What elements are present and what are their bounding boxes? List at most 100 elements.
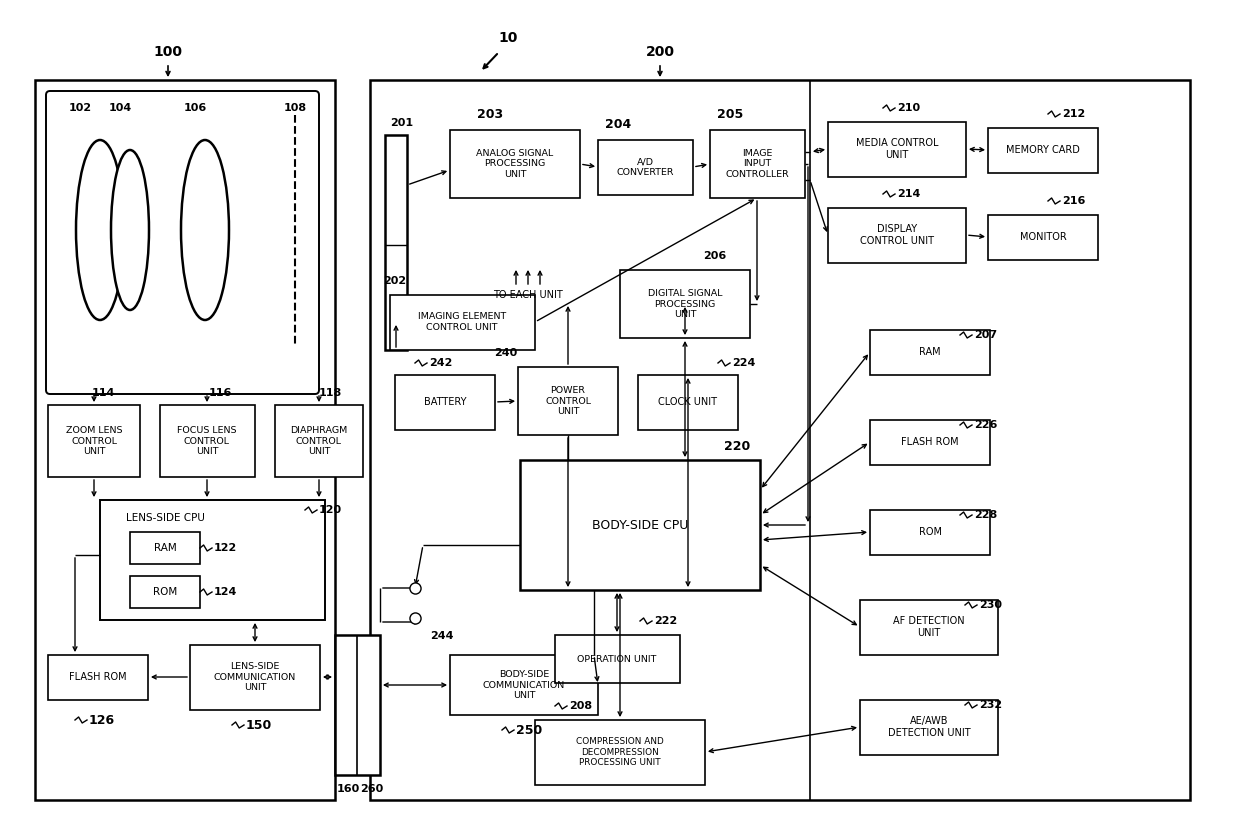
Text: 10: 10	[498, 31, 517, 45]
Text: 150: 150	[246, 718, 273, 732]
FancyBboxPatch shape	[48, 405, 140, 477]
FancyBboxPatch shape	[870, 420, 990, 465]
Text: 124: 124	[215, 587, 237, 597]
FancyBboxPatch shape	[190, 645, 320, 710]
Text: 244: 244	[430, 631, 454, 641]
Text: 208: 208	[569, 701, 593, 711]
FancyBboxPatch shape	[46, 91, 319, 394]
Text: IMAGE
INPUT
CONTROLLER: IMAGE INPUT CONTROLLER	[725, 149, 789, 178]
Text: 100: 100	[154, 45, 182, 59]
Text: RAM: RAM	[919, 347, 941, 357]
Text: 216: 216	[1061, 196, 1085, 206]
Text: POWER
CONTROL
UNIT: POWER CONTROL UNIT	[546, 386, 591, 416]
Text: DISPLAY
CONTROL UNIT: DISPLAY CONTROL UNIT	[861, 225, 934, 246]
FancyBboxPatch shape	[520, 460, 760, 590]
Text: 102: 102	[68, 103, 92, 113]
Text: 200: 200	[646, 45, 675, 59]
FancyBboxPatch shape	[639, 375, 738, 430]
FancyBboxPatch shape	[160, 405, 255, 477]
FancyBboxPatch shape	[534, 720, 706, 785]
FancyBboxPatch shape	[711, 130, 805, 198]
FancyBboxPatch shape	[35, 80, 335, 800]
Text: IMAGING ELEMENT
CONTROL UNIT: IMAGING ELEMENT CONTROL UNIT	[418, 313, 506, 332]
FancyBboxPatch shape	[370, 80, 1190, 800]
Text: DIGITAL SIGNAL
PROCESSING
UNIT: DIGITAL SIGNAL PROCESSING UNIT	[647, 289, 722, 319]
FancyBboxPatch shape	[48, 655, 148, 700]
Text: DIAPHRAGM
CONTROL
UNIT: DIAPHRAGM CONTROL UNIT	[290, 426, 347, 456]
FancyBboxPatch shape	[828, 208, 966, 263]
Text: ROM: ROM	[153, 587, 177, 597]
FancyBboxPatch shape	[518, 367, 618, 435]
Text: AE/AWB
DETECTION UNIT: AE/AWB DETECTION UNIT	[888, 716, 971, 737]
Text: 118: 118	[319, 388, 342, 398]
FancyBboxPatch shape	[396, 375, 495, 430]
Text: MEMORY CARD: MEMORY CARD	[1006, 145, 1080, 155]
Text: 205: 205	[717, 108, 743, 122]
Text: TO EACH UNIT: TO EACH UNIT	[494, 290, 563, 300]
Text: MEDIA CONTROL
UNIT: MEDIA CONTROL UNIT	[856, 138, 939, 160]
Text: CLOCK UNIT: CLOCK UNIT	[658, 397, 718, 407]
Text: ANALOG SIGNAL
PROCESSING
UNIT: ANALOG SIGNAL PROCESSING UNIT	[476, 149, 553, 178]
FancyBboxPatch shape	[556, 635, 680, 683]
FancyBboxPatch shape	[384, 135, 407, 350]
Text: LENS-SIDE
COMMUNICATION
UNIT: LENS-SIDE COMMUNICATION UNIT	[213, 662, 296, 692]
Text: ROM: ROM	[919, 527, 941, 537]
Text: 230: 230	[980, 600, 1002, 610]
Text: ZOOM LENS
CONTROL
UNIT: ZOOM LENS CONTROL UNIT	[66, 426, 123, 456]
FancyBboxPatch shape	[450, 655, 598, 715]
Text: 120: 120	[319, 505, 342, 515]
Text: BATTERY: BATTERY	[424, 397, 466, 407]
Text: 160: 160	[337, 784, 361, 794]
Text: 204: 204	[605, 118, 631, 132]
FancyBboxPatch shape	[100, 500, 325, 620]
Text: A/D
CONVERTER: A/D CONVERTER	[616, 158, 673, 177]
Text: MONITOR: MONITOR	[1019, 232, 1066, 242]
Text: RAM: RAM	[154, 543, 176, 553]
Text: 104: 104	[108, 103, 131, 113]
FancyBboxPatch shape	[828, 122, 966, 177]
Text: AF DETECTION
UNIT: AF DETECTION UNIT	[893, 616, 965, 638]
Text: 260: 260	[360, 784, 383, 794]
Text: 108: 108	[284, 103, 306, 113]
Text: LENS-SIDE CPU: LENS-SIDE CPU	[125, 513, 205, 523]
FancyBboxPatch shape	[335, 635, 379, 775]
Text: FOCUS LENS
CONTROL
UNIT: FOCUS LENS CONTROL UNIT	[177, 426, 237, 456]
Ellipse shape	[112, 150, 149, 310]
Text: 106: 106	[184, 103, 207, 113]
Text: 202: 202	[383, 276, 407, 286]
Text: 242: 242	[429, 358, 453, 368]
FancyBboxPatch shape	[861, 600, 998, 655]
Text: 222: 222	[653, 616, 677, 626]
Ellipse shape	[76, 140, 124, 320]
Text: OPERATION UNIT: OPERATION UNIT	[578, 654, 657, 664]
Text: 116: 116	[208, 388, 232, 398]
Text: COMPRESSION AND
DECOMPRESSION
PROCESSING UNIT: COMPRESSION AND DECOMPRESSION PROCESSING…	[577, 737, 663, 767]
Text: 250: 250	[516, 723, 542, 737]
FancyBboxPatch shape	[130, 532, 200, 564]
Text: FLASH ROM: FLASH ROM	[901, 437, 959, 447]
FancyBboxPatch shape	[988, 128, 1097, 173]
FancyBboxPatch shape	[275, 405, 363, 477]
Text: 240: 240	[495, 348, 517, 358]
Ellipse shape	[181, 140, 229, 320]
Text: 220: 220	[724, 439, 750, 453]
FancyBboxPatch shape	[130, 576, 200, 608]
Text: 122: 122	[215, 543, 237, 553]
Text: 114: 114	[92, 388, 114, 398]
Text: 210: 210	[897, 103, 920, 113]
FancyBboxPatch shape	[391, 295, 534, 350]
FancyBboxPatch shape	[620, 270, 750, 338]
Text: 226: 226	[973, 420, 997, 430]
FancyBboxPatch shape	[988, 215, 1097, 260]
Text: 126: 126	[89, 713, 115, 727]
Text: BODY-SIDE CPU: BODY-SIDE CPU	[591, 519, 688, 531]
Text: 201: 201	[391, 118, 413, 128]
Text: 206: 206	[703, 251, 727, 261]
Text: 232: 232	[980, 700, 1002, 710]
Text: FLASH ROM: FLASH ROM	[69, 672, 126, 682]
FancyBboxPatch shape	[450, 130, 580, 198]
FancyBboxPatch shape	[598, 140, 693, 195]
Text: 214: 214	[897, 189, 920, 199]
Text: 203: 203	[477, 108, 503, 122]
FancyBboxPatch shape	[870, 510, 990, 555]
